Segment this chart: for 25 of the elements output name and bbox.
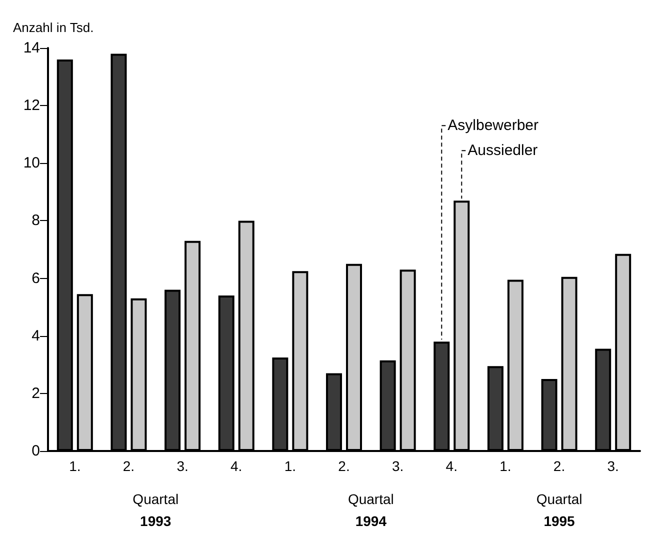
x-tick-label: 4.	[446, 458, 458, 474]
text: Quartal 1993	[132, 491, 179, 529]
text: Aussiedler	[468, 142, 538, 160]
y-tick-label: 12	[23, 97, 40, 114]
y-tick-label: 6	[32, 270, 40, 287]
x-tick-label: 3.	[176, 458, 188, 474]
y-tick-label: 0	[32, 442, 40, 460]
y-tick-label: 2	[32, 384, 40, 402]
text: Asylbewerber	[448, 117, 539, 134]
x-tick-label: 1.	[69, 458, 81, 474]
text: Quartal 1994	[348, 491, 394, 529]
y-axis-title: Anzahl in Tsd.	[13, 20, 94, 35]
x-tick-label: 3.	[607, 458, 619, 474]
y-tick-label: 10	[23, 154, 40, 172]
x-tick-label: 2.	[338, 458, 350, 474]
x-tick-label: 1.	[500, 458, 512, 474]
x-tick-label: 4.	[230, 458, 242, 474]
x-tick-label: 3.	[392, 458, 404, 474]
y-tick-label: 14	[23, 40, 40, 56]
text: Quartal 1995	[536, 491, 582, 529]
x-tick-label: 2.	[122, 458, 135, 474]
x-tick-label: 2.	[553, 458, 566, 474]
y-tick-label: 4	[32, 327, 40, 344]
y-tick-label: 8	[32, 212, 40, 230]
x-tick-label: 1.	[284, 458, 296, 474]
